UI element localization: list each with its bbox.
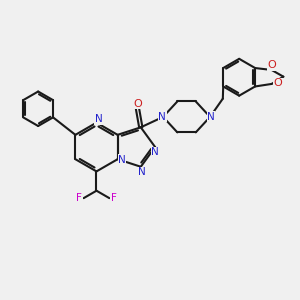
Text: N: N <box>151 147 159 158</box>
Text: N: N <box>95 114 103 124</box>
Text: N: N <box>158 112 166 122</box>
Text: O: O <box>267 60 276 70</box>
Text: N: N <box>138 167 146 177</box>
Text: O: O <box>274 78 283 88</box>
Text: O: O <box>133 99 142 109</box>
Text: N: N <box>118 155 126 165</box>
Text: F: F <box>111 193 117 203</box>
Text: N: N <box>207 112 215 122</box>
Text: F: F <box>76 193 82 203</box>
